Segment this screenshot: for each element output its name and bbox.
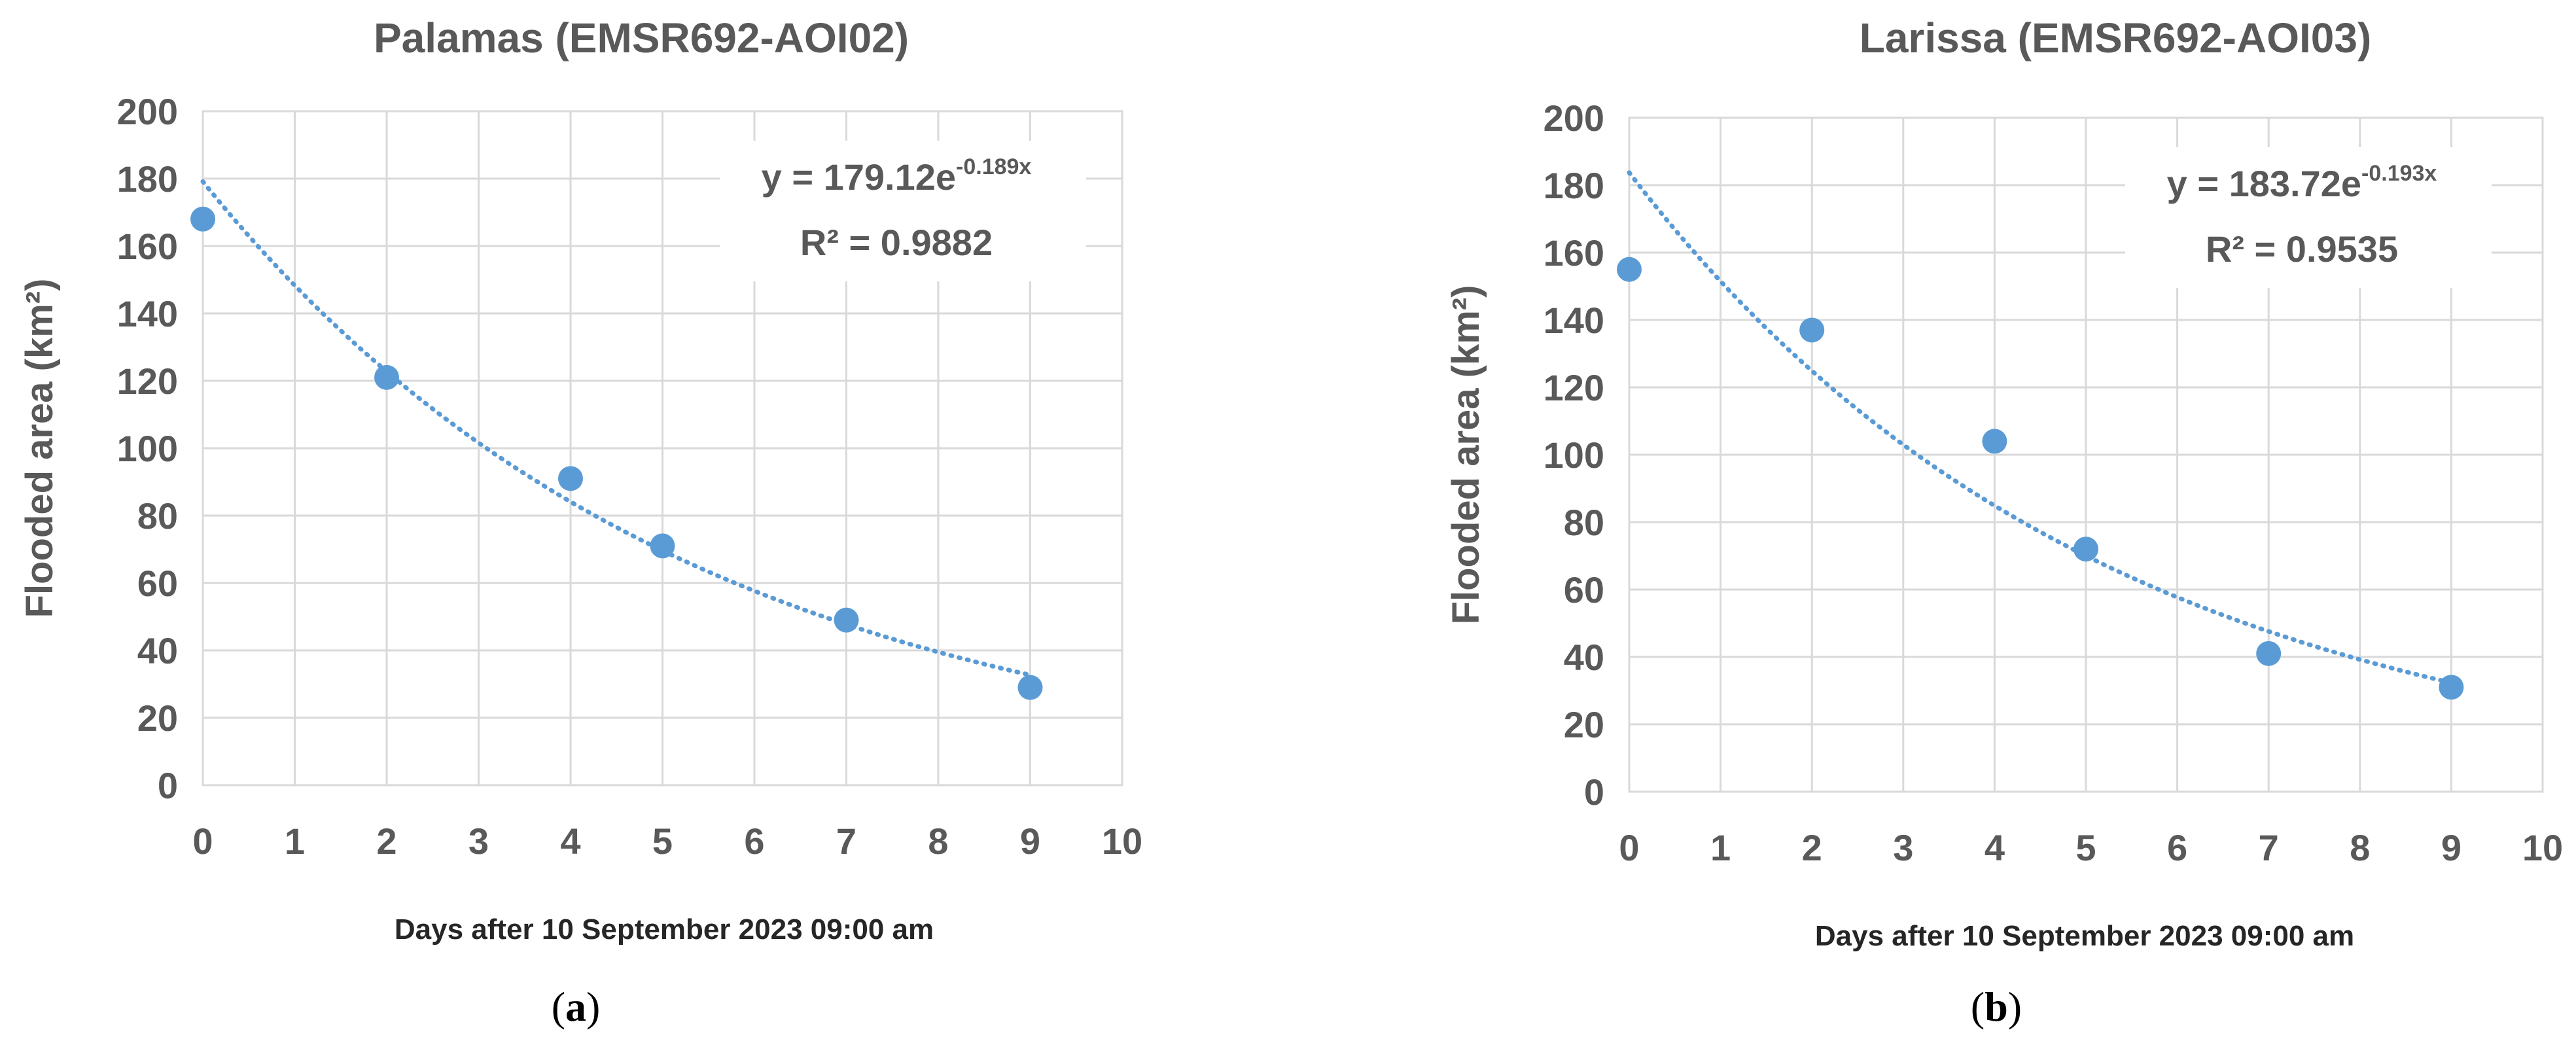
chart-a: 0 20 40 60 80 100 120 140 160 180 200 0 1 2 3 4 5 6 7 8 9 10 P… <box>18 14 1142 1030</box>
y-tick-label: 180 <box>117 158 178 200</box>
y-axis-label: Flooded area (km²) <box>1445 285 1487 625</box>
chart-b: 0 20 40 60 80 100 120 140 160 180 200 0 1 2 3 4 5 6 7 8 9 10 L… <box>1445 14 2563 1030</box>
y-tick-label: 200 <box>1544 97 1604 139</box>
x-tick-label: 3 <box>1893 827 1913 868</box>
data-point <box>2439 675 2464 700</box>
x-tick-label: 1 <box>1710 827 1731 868</box>
x-tick-label: 4 <box>560 820 580 862</box>
data-point <box>558 466 583 491</box>
r-squared-label: R² = 0.9882 <box>800 222 993 263</box>
trendline-equation: y = 183.72e-0.193x <box>2167 161 2437 204</box>
y-tick-label: 100 <box>117 428 178 469</box>
x-tick-label: 7 <box>836 820 856 862</box>
y-tick-label: 160 <box>1544 232 1604 273</box>
x-axis-label: Days after 10 September 2023 09:00 am <box>395 913 934 945</box>
data-point <box>2256 641 2282 666</box>
y-tick-label: 120 <box>1544 367 1604 408</box>
chart-title: Larissa (EMSR692-AOI03) <box>1860 14 2372 62</box>
y-tick-label: 40 <box>137 630 178 671</box>
caption-letter: a <box>565 983 586 1030</box>
x-tick-label: 1 <box>285 820 305 862</box>
r-squared-label: R² = 0.9535 <box>2206 228 2398 270</box>
panel-caption: (a) <box>552 983 601 1030</box>
x-tick-label: 0 <box>192 820 213 862</box>
data-point <box>374 364 399 390</box>
x-tick-label: 4 <box>1985 827 2005 868</box>
x-tick-label: 6 <box>744 820 764 862</box>
y-tick-label: 100 <box>1544 434 1604 476</box>
chart-panel-b: 0 20 40 60 80 100 120 140 160 180 200 0 1 2 3 4 5 6 7 8 9 10 L… <box>1288 0 2575 1041</box>
trendline <box>200 179 1032 678</box>
x-tick-label: 6 <box>2167 827 2187 868</box>
y-tick-label: 200 <box>117 91 178 132</box>
caption-letter: b <box>1985 983 2008 1030</box>
chart-panel-a: 0 20 40 60 80 100 120 140 160 180 200 0 1 2 3 4 5 6 7 8 9 10 P… <box>18 14 1142 1030</box>
data-point <box>1982 429 2007 454</box>
data-point <box>1799 317 1825 343</box>
equation-main: y = 183.72e <box>2167 163 2361 204</box>
caption-open: ( <box>552 983 565 1030</box>
y-tick-label: 60 <box>1564 569 1604 610</box>
y-tick-label: 60 <box>137 563 178 604</box>
x-tick-label: 8 <box>928 820 948 862</box>
chart-title: Palamas (EMSR692-AOI02) <box>374 14 909 62</box>
trendline-equation: y = 179.12e-0.189x <box>762 154 1032 198</box>
x-tick-label: 5 <box>2075 827 2096 868</box>
x-tick-label: 8 <box>2350 827 2370 868</box>
panel-caption: (b) <box>1971 983 2022 1030</box>
data-point <box>2073 537 2098 562</box>
x-tick-label: 9 <box>1020 820 1040 862</box>
x-tick-label: 10 <box>1102 820 1142 862</box>
y-tick-label: 180 <box>1544 165 1604 206</box>
y-tick-label: 120 <box>117 361 178 402</box>
equation-main: y = 179.12e <box>762 156 956 198</box>
x-tick-label: 9 <box>2441 827 2461 868</box>
caption-close: ) <box>586 983 600 1030</box>
equation-exponent: -0.189x <box>956 154 1031 179</box>
y-tick-label: 140 <box>1544 300 1604 341</box>
x-tick-label: 0 <box>1619 827 1639 868</box>
y-tick-label: 0 <box>1584 771 1604 813</box>
trendline <box>1627 170 2454 685</box>
x-tick-label: 2 <box>376 820 397 862</box>
y-tick-label: 20 <box>1564 704 1604 745</box>
y-tick-label: 140 <box>117 293 178 334</box>
y-tick-label: 20 <box>137 697 178 739</box>
y-tick-label: 160 <box>117 226 178 267</box>
equation-box <box>720 141 1086 281</box>
caption-open: ( <box>1971 983 1985 1030</box>
x-axis-label: Days after 10 September 2023 09:00 am <box>1815 920 2354 952</box>
y-tick-label: 80 <box>137 495 178 537</box>
y-tick-label: 40 <box>1564 637 1604 678</box>
x-tick-label: 2 <box>1802 827 1822 868</box>
caption-close: ) <box>2008 983 2022 1030</box>
x-tick-label: 3 <box>468 820 489 862</box>
x-tick-label: 10 <box>2522 827 2563 868</box>
data-point <box>834 607 859 633</box>
equation-box <box>2125 147 2492 288</box>
data-point <box>650 533 675 559</box>
y-tick-label: 80 <box>1564 502 1604 543</box>
x-tick-label: 5 <box>652 820 673 862</box>
data-point <box>1617 256 1642 282</box>
equation-exponent: -0.193x <box>2361 161 2437 186</box>
y-tick-label: 0 <box>158 765 178 806</box>
y-axis-label: Flooded area (km²) <box>18 279 61 618</box>
x-tick-label: 7 <box>2259 827 2279 868</box>
data-point <box>190 206 215 232</box>
data-point <box>1017 675 1043 700</box>
